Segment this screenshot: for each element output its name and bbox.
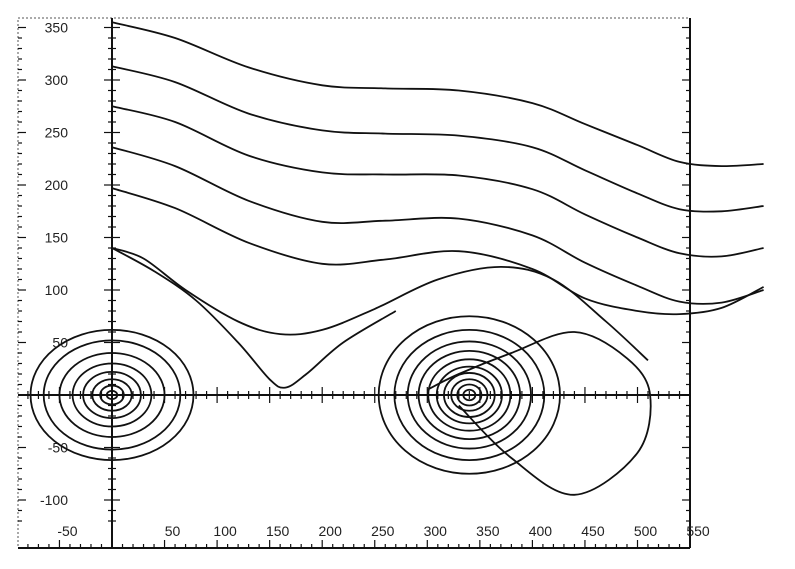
x-tick-label: 450 xyxy=(581,523,605,539)
streamline xyxy=(111,247,649,362)
x-tick-label: 550 xyxy=(686,523,710,539)
vortex-ring xyxy=(406,340,532,450)
vortex-ring xyxy=(427,358,512,432)
separatrix-curve xyxy=(111,247,397,389)
vortex-boundary xyxy=(426,331,652,496)
y-tick-label: 350 xyxy=(45,20,69,36)
x-tick-label: 200 xyxy=(319,523,343,539)
streamline xyxy=(111,187,765,316)
vortex-ring xyxy=(393,328,546,461)
vortex-ring xyxy=(443,372,496,418)
vortex-ring xyxy=(417,349,522,440)
x-tick-label: 150 xyxy=(266,523,290,539)
y-tick-label: 200 xyxy=(45,177,69,193)
x-tick-label: 100 xyxy=(213,523,237,539)
x-tick-label: 250 xyxy=(371,523,395,539)
vortex-ring xyxy=(91,378,133,412)
x-tick-label: 500 xyxy=(634,523,658,539)
tick-marks xyxy=(18,26,690,548)
y-tick-label: -100 xyxy=(40,492,68,508)
vortex-ring xyxy=(456,383,483,407)
vortex-ring xyxy=(462,388,477,402)
streamlines xyxy=(29,21,765,496)
x-tick-label: 400 xyxy=(529,523,553,539)
plot-frame xyxy=(17,17,691,549)
x-tick-labels: -50 50 100 150 200 250 300 350 400 450 500 550 xyxy=(57,523,710,539)
vortex-ring xyxy=(71,362,153,428)
vortex-ring xyxy=(42,339,182,451)
x-tick-label: -50 xyxy=(57,523,77,539)
streamline xyxy=(111,21,764,168)
x-tick-label: 300 xyxy=(424,523,448,539)
x-tick-label: 350 xyxy=(476,523,500,539)
x-tick-label: 50 xyxy=(165,523,181,539)
streamline xyxy=(111,65,764,213)
vortex-ring xyxy=(58,352,166,438)
vortex-ring xyxy=(82,370,142,419)
y-tick-label: 250 xyxy=(45,125,69,141)
streamline xyxy=(111,105,764,258)
y-tick-label: 300 xyxy=(45,72,69,88)
y-tick-label: 100 xyxy=(45,282,69,298)
vortex-ring xyxy=(99,384,125,406)
vortex-ring xyxy=(377,315,561,475)
y-tick-label: -50 xyxy=(48,440,68,456)
streamline xyxy=(111,146,764,305)
vortex-ring xyxy=(105,389,119,401)
vortex-ring xyxy=(29,328,195,461)
y-tick-label: 150 xyxy=(45,230,69,246)
vortex-ring xyxy=(450,378,489,412)
vortex-ring xyxy=(435,365,503,425)
